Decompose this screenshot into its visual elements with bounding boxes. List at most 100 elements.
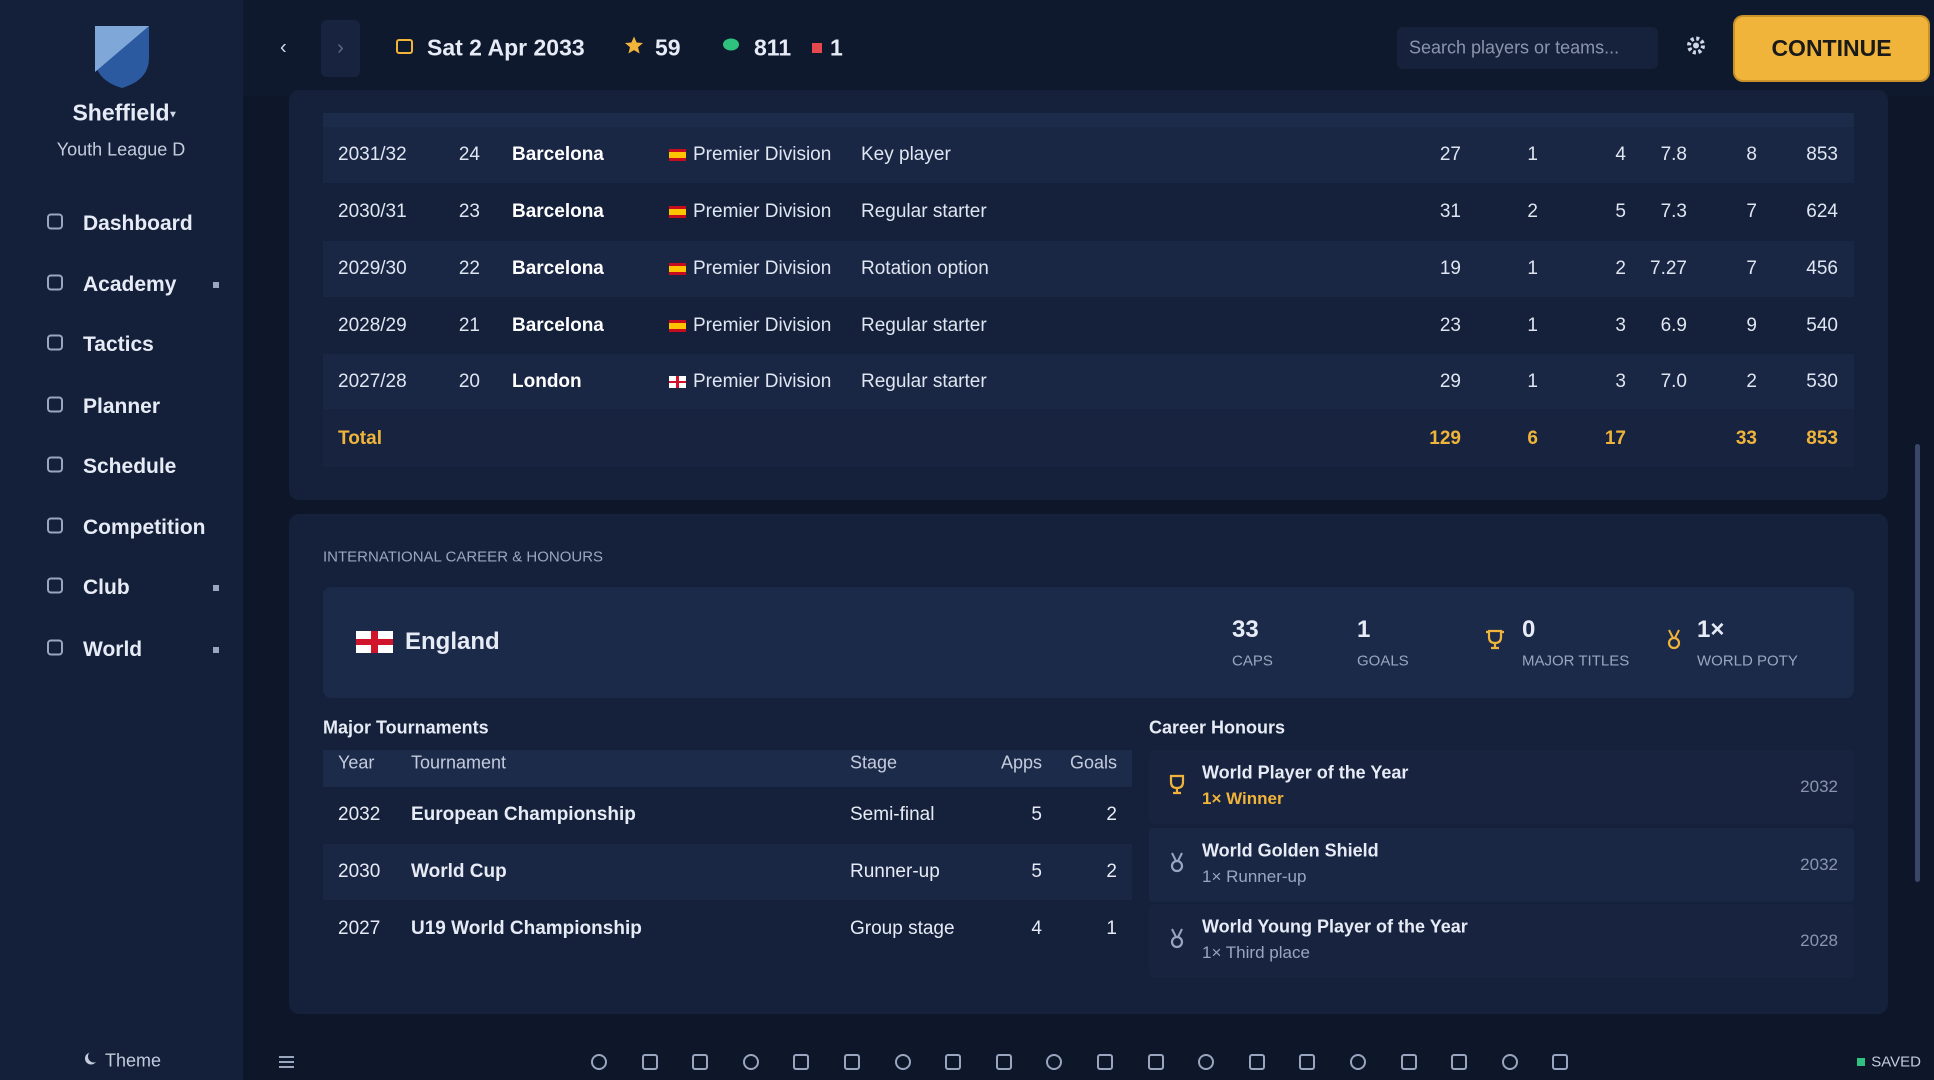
- coins-count: 811: [754, 34, 792, 61]
- theme-toggle[interactable]: Theme: [105, 1050, 162, 1071]
- quick-nav-icon[interactable]: [742, 1054, 759, 1070]
- quick-nav-icon[interactable]: [945, 1054, 962, 1070]
- cell: 2030: [338, 861, 381, 882]
- nav-item[interactable]: Competition: [83, 516, 206, 539]
- flag: [669, 376, 686, 388]
- settings: [1687, 36, 1705, 60]
- sidebar: [0, 0, 243, 1080]
- honour-result: 1× Runner-up: [1202, 867, 1307, 886]
- quick-nav-icon[interactable]: [1299, 1054, 1316, 1070]
- nav-icon-icon: [47, 639, 63, 656]
- total-row: [323, 411, 1854, 467]
- quick-nav-icon[interactable]: [641, 1054, 658, 1070]
- cell: 2029/30: [338, 258, 407, 279]
- quick-nav-icon[interactable]: [995, 1054, 1012, 1070]
- table-row: [323, 127, 1854, 183]
- cell: 7.27: [1650, 258, 1687, 279]
- cell: 31: [1439, 201, 1461, 222]
- cell: 7.8: [1660, 144, 1687, 165]
- nav-item[interactable]: World: [83, 638, 143, 661]
- nav-item[interactable]: Schedule: [83, 455, 177, 478]
- cell: 9: [1746, 315, 1757, 336]
- cell: 4: [1615, 144, 1626, 165]
- nav-icon-icon: [47, 577, 63, 594]
- game-date: Sat 2 Apr 2033: [427, 34, 585, 61]
- table-row: [323, 241, 1854, 297]
- quick-nav-icon[interactable]: [1501, 1054, 1518, 1070]
- nav-item[interactable]: Planner: [83, 395, 161, 418]
- stars-count: 59: [655, 34, 681, 61]
- nav-item[interactable]: Club: [83, 576, 130, 599]
- total-cell: 6: [1527, 428, 1538, 449]
- quick-nav-icon[interactable]: [793, 1054, 810, 1070]
- cell: 2: [1615, 258, 1626, 279]
- nav-dot: [213, 282, 219, 288]
- search-placeholder[interactable]: Search players or teams...: [1409, 37, 1620, 58]
- cell: 27: [1439, 144, 1461, 165]
- cell: 2028/29: [338, 315, 407, 336]
- save-status: SAVED: [1871, 1053, 1921, 1071]
- back-button[interactable]: ‹: [280, 36, 287, 59]
- scrollbar: [1915, 444, 1920, 882]
- nav-item[interactable]: Academy: [83, 273, 177, 296]
- cell: Premier Division: [693, 371, 832, 392]
- table-row: [323, 354, 1854, 410]
- calendar-icon: [396, 39, 413, 54]
- quick-nav-icon[interactable]: [1451, 1054, 1468, 1070]
- honour-row: [1149, 750, 1854, 824]
- cell: London: [512, 371, 582, 392]
- alert-marker: [812, 43, 822, 53]
- stat-label: GOALS: [1357, 652, 1409, 670]
- menu-button[interactable]: [279, 1056, 294, 1068]
- quick-nav-icon[interactable]: [1248, 1054, 1265, 1070]
- quick-nav-icon[interactable]: [844, 1054, 860, 1070]
- cell: 2: [1106, 861, 1117, 882]
- cell: 6.9: [1660, 315, 1687, 336]
- quick-nav-icon[interactable]: [591, 1054, 607, 1070]
- quick-nav-icon[interactable]: [1400, 1054, 1417, 1070]
- nav-icon-icon: [47, 274, 63, 291]
- nav-item[interactable]: Dashboard: [83, 212, 193, 235]
- quick-nav-icon[interactable]: [1350, 1054, 1366, 1070]
- cell: U19 World Championship: [411, 918, 642, 939]
- nav-icon: [46, 213, 64, 236]
- coins: [722, 37, 740, 58]
- trophy: [1485, 629, 1505, 655]
- cell: 5: [1031, 804, 1042, 825]
- star-icon: [625, 36, 643, 54]
- club-dropdown[interactable]: ▼: [168, 109, 178, 121]
- cell: 540: [1806, 315, 1838, 336]
- cell: 24: [458, 144, 480, 165]
- cell: Premier Division: [693, 201, 832, 222]
- quick-nav-icon[interactable]: [1046, 1054, 1063, 1070]
- forward-button[interactable]: ›: [321, 20, 360, 77]
- cell: Regular starter: [861, 315, 987, 336]
- stat-label: CAPS: [1232, 652, 1273, 670]
- quick-nav-icon[interactable]: [692, 1054, 709, 1070]
- quick-nav-icon[interactable]: [894, 1054, 911, 1070]
- stat-label: WORLD POTY: [1697, 652, 1798, 670]
- search-box[interactable]: [1397, 27, 1658, 69]
- quick-nav-icon[interactable]: [1552, 1054, 1569, 1070]
- honour-year: 2032: [1800, 855, 1838, 874]
- nav-icon: [46, 517, 64, 540]
- nav-item[interactable]: Tactics: [83, 333, 154, 356]
- cell: 1: [1527, 258, 1538, 279]
- cell: Barcelona: [512, 258, 604, 279]
- cell: 1: [1527, 144, 1538, 165]
- quick-nav-icon[interactable]: [1097, 1054, 1113, 1070]
- club-crest: [95, 26, 149, 88]
- honour-year: 2028: [1800, 931, 1838, 950]
- nav-icon: [46, 274, 64, 297]
- medal-icon: [1170, 928, 1184, 949]
- tournaments-title: Major Tournaments: [323, 717, 489, 738]
- cell: 624: [1806, 201, 1838, 222]
- nav-icon: [46, 396, 64, 419]
- cell: Regular starter: [861, 371, 987, 392]
- quick-nav-icon[interactable]: [1147, 1054, 1164, 1070]
- cell: Key player: [861, 144, 951, 165]
- quick-nav-icon[interactable]: [1198, 1054, 1215, 1070]
- theme-icon: [84, 1050, 100, 1071]
- continue-button[interactable]: CONTINUE: [1735, 17, 1928, 80]
- flag: [669, 206, 686, 218]
